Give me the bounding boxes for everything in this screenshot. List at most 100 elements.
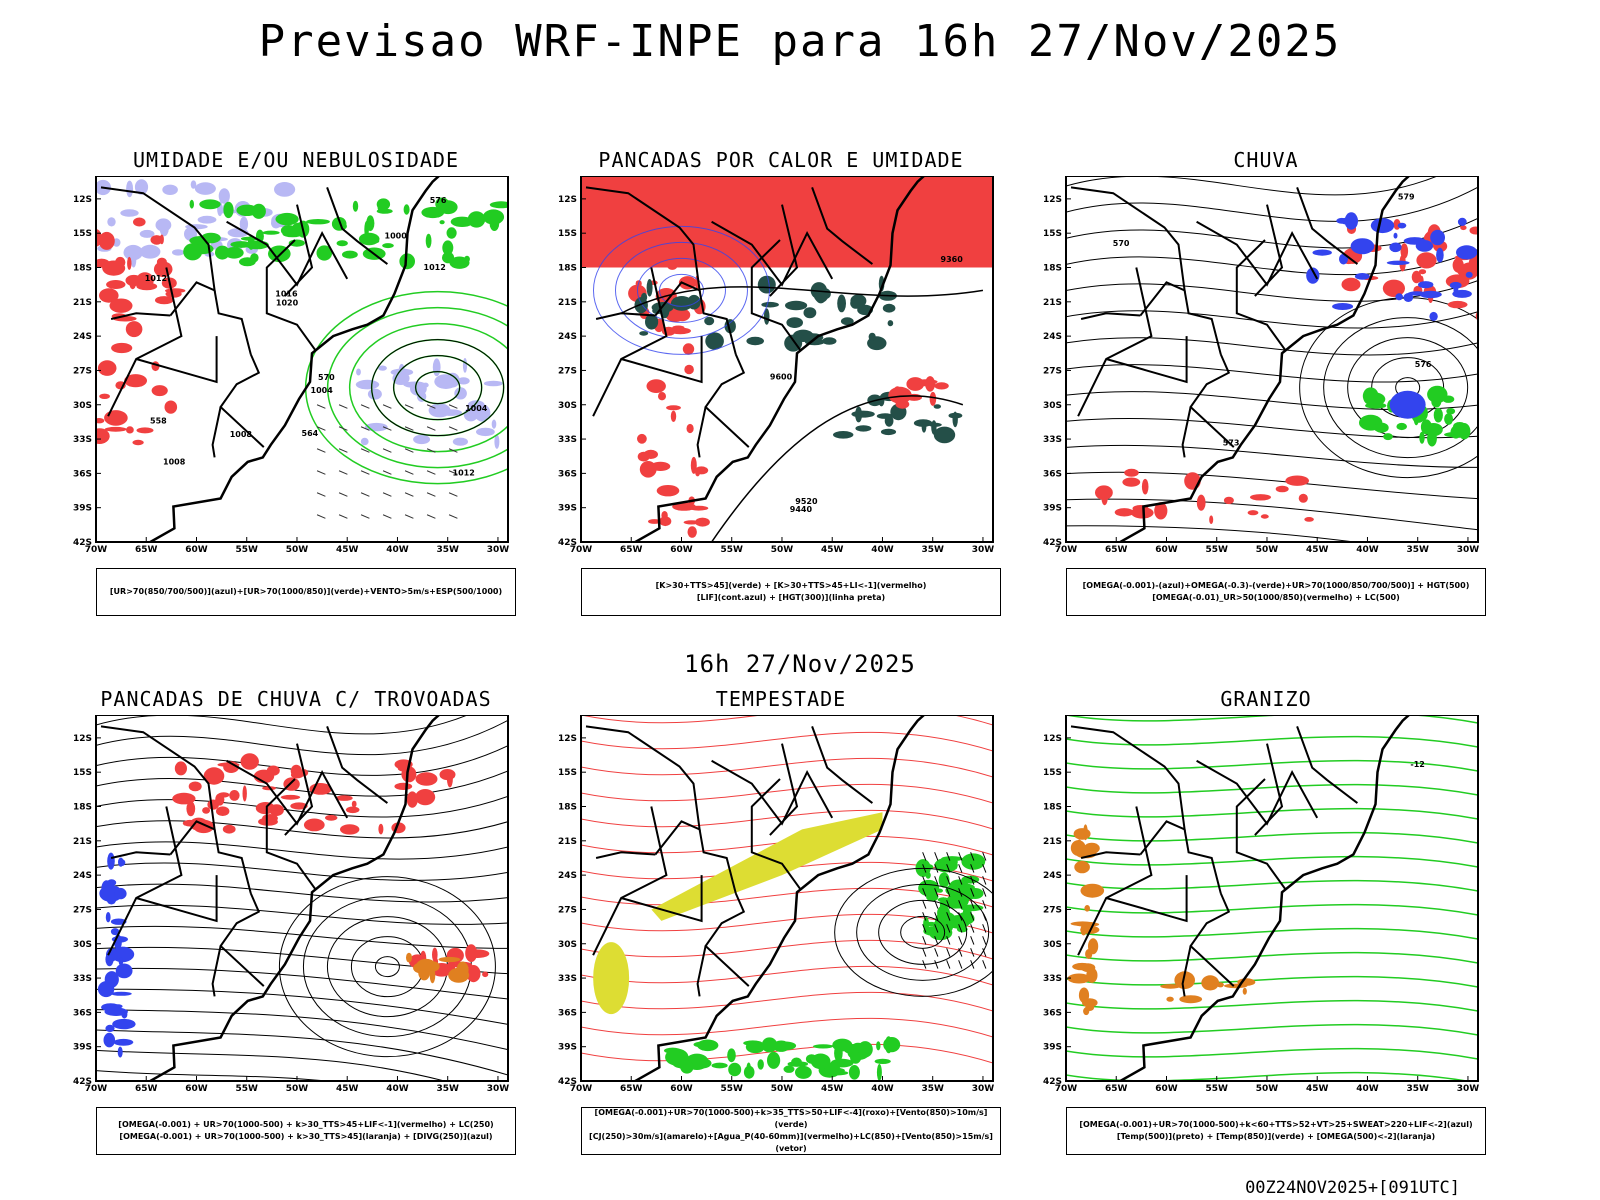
lon-label: 55W — [1206, 1084, 1229, 1094]
lon-label: 65W — [135, 1084, 158, 1094]
omega-orange — [1080, 883, 1105, 898]
lat-label: 24S — [558, 871, 577, 881]
green-contour — [326, 306, 508, 469]
lat-label: 36S — [73, 469, 92, 479]
streamline — [96, 883, 508, 903]
wind-vector — [338, 404, 348, 409]
panel-title: PANCADAS POR CALOR E UMIDADE — [598, 148, 964, 172]
panel-pancadas-calor: PANCADAS POR CALOR E UMIDADE 9600 9520 944… — [541, 148, 1021, 648]
omega-orange — [1085, 1004, 1095, 1011]
temp850-contour — [1066, 879, 1478, 892]
moist-low-level — [450, 216, 474, 227]
divergence-blue — [107, 852, 115, 870]
wind-850-area — [957, 912, 975, 925]
wind-vector — [970, 948, 975, 957]
divergence-blue — [105, 1024, 115, 1032]
lon-label: 50W — [771, 1084, 794, 1094]
red-dashed-area — [136, 427, 154, 434]
wind-850-area — [791, 1057, 802, 1067]
omega-orange — [1160, 984, 1181, 989]
lon-label: 40W — [871, 1084, 894, 1094]
wind-vector — [426, 448, 436, 453]
divergence-blue — [104, 1007, 128, 1016]
lon-label: 60W — [670, 1084, 693, 1094]
moist-low-level — [223, 201, 234, 219]
red-dashed-area — [150, 235, 163, 245]
red-dashed-area — [106, 280, 126, 289]
lat-label: 33S — [1043, 435, 1062, 445]
lat-label: 12S — [1043, 195, 1062, 205]
legend-box: [UR>70(850/700/500)](azul)+[UR>70(1000/8… — [96, 568, 516, 616]
temp850-contour — [1066, 927, 1478, 940]
moist-low-level — [199, 199, 221, 210]
humidity-area — [452, 437, 468, 446]
lat-label: 27S — [558, 905, 577, 915]
streamline — [96, 820, 508, 839]
wind-vector — [946, 876, 951, 885]
storm-red — [415, 789, 436, 806]
wind-vector — [426, 492, 436, 497]
legend-box: [OMEGA(-0.001) + UR>70(1000-500) + k>30_… — [96, 1107, 516, 1155]
lc850-contour — [581, 809, 993, 830]
red-dashed-area — [127, 256, 132, 270]
rain-blue — [1312, 249, 1332, 256]
storm-red — [229, 790, 240, 801]
rain-blue — [1419, 290, 1442, 299]
lat-label: 36S — [1043, 1008, 1062, 1018]
divergence-blue — [104, 971, 119, 988]
lat-label: 12S — [73, 195, 92, 205]
wind-vector — [382, 492, 392, 497]
storm-red — [482, 971, 489, 978]
border-line — [585, 186, 701, 317]
k-index-area — [646, 279, 653, 297]
humidity-area — [139, 229, 155, 238]
geography — [585, 176, 926, 542]
wind-vector — [946, 900, 951, 909]
border-line — [698, 829, 737, 894]
rain-red — [1485, 243, 1501, 248]
lat-label: 24S — [558, 332, 577, 342]
subtitle-time: 16h 27/Nov/2025 — [684, 650, 916, 678]
storm-red — [202, 807, 211, 814]
storm-red — [172, 792, 196, 805]
border-line — [100, 725, 216, 856]
lon-label: 50W — [1256, 545, 1279, 555]
rain-green — [1446, 408, 1456, 415]
k-index-area — [641, 292, 648, 302]
divergence-blue — [113, 1038, 134, 1046]
rain-green — [1420, 419, 1432, 435]
border-line — [592, 806, 668, 956]
contour-label: 1020 — [276, 299, 299, 308]
humidity-area — [126, 180, 134, 198]
k-index-area — [822, 337, 837, 345]
k-index-area — [705, 332, 724, 350]
lon-label: 60W — [1155, 1084, 1178, 1094]
wind-850-area — [693, 1041, 712, 1048]
coastline — [1117, 715, 1411, 1081]
lon-label: 30W — [1457, 545, 1480, 555]
lat-label: 15S — [1043, 768, 1062, 778]
rain-green — [1396, 422, 1407, 431]
rain-red — [1114, 508, 1134, 517]
humidity-area — [356, 368, 361, 376]
lon-label: 45W — [1306, 1084, 1329, 1094]
moist-low-level — [439, 220, 445, 225]
rain-blue — [1436, 247, 1444, 263]
rain-blue — [1465, 271, 1473, 278]
k-index-area — [887, 320, 894, 327]
temp850-contour — [1066, 999, 1478, 1012]
panel-trovoadas: PANCADAS DE CHUVA C/ TROVOADAS 12S 15S 18S… — [56, 687, 536, 1187]
instability-area — [670, 410, 677, 422]
wind-850-area — [939, 861, 946, 870]
wind-850-area — [961, 853, 986, 870]
lc850-contour — [581, 913, 993, 934]
rain-blue — [1418, 281, 1434, 289]
rain-red — [1141, 478, 1149, 495]
border-line — [769, 743, 799, 836]
divergence-blue — [117, 1046, 123, 1058]
rain-red — [1285, 475, 1309, 486]
wind-vector — [922, 888, 927, 897]
humidity-area — [360, 437, 369, 446]
rain-red — [1484, 254, 1491, 270]
